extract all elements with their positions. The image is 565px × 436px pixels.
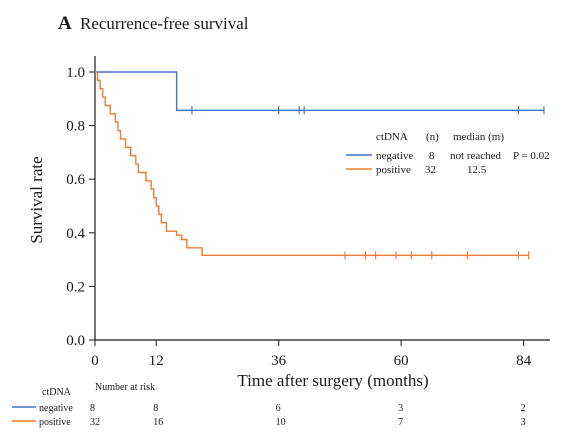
y-ticks: 0.0 0.2 0.4 0.6 0.8 1.0 [66,65,95,349]
risk-value: 8 [153,403,158,414]
legend-header-n: (n) [426,131,439,143]
x-tick-label: 12 [149,353,164,369]
survival-line-positive [95,71,529,257]
legend-median-positive: 12.5 [467,164,487,176]
risk-value: 2 [521,403,526,414]
legend-label-positive: positive [376,164,411,176]
panel-letter: A [58,13,72,34]
legend-header-median: median (m) [453,131,504,143]
risk-table-title: Number at risk [95,382,155,393]
risk-value: 6 [276,403,281,414]
legend-n-positive: 32 [425,164,436,176]
x-tick-label: 84 [516,353,532,369]
legend-header-group: ctDNA [376,131,408,143]
risk-value: 3 [398,403,403,414]
x-ticks: 0 12 36 60 84 [91,340,532,369]
y-tick-label: 1.0 [66,65,85,81]
x-tick-label: 36 [271,353,287,369]
y-tick-label: 0.0 [66,333,85,349]
p-value: P = 0.02 [513,150,550,162]
risk-value: 32 [90,417,100,428]
risk-label-negative: negative [39,403,73,414]
risk-value: 10 [276,417,286,428]
legend-n-negative: 8 [429,150,435,162]
risk-label-positive: positive [39,417,71,428]
legend-median-negative: not reached [450,150,501,162]
risk-group-header: ctDNA [42,387,72,398]
y-tick-label: 0.2 [66,279,85,295]
risk-row-negative: 8 8 6 3 2 [90,403,526,414]
risk-value: 3 [521,417,526,428]
y-tick-label: 0.8 [66,119,85,135]
y-tick-label: 0.6 [66,172,85,188]
risk-value: 8 [90,403,95,414]
legend: ctDNA (n) median (m) negative 8 not reac… [346,131,550,176]
chart-title: Recurrence-free survival [80,14,249,33]
y-tick-label: 0.4 [66,226,85,242]
risk-value: 16 [153,417,163,428]
risk-row-positive: 32 16 10 7 3 [90,417,526,428]
survival-line-negative [95,71,544,112]
risk-value: 7 [398,417,403,428]
survival-curves [95,71,545,260]
x-tick-label: 60 [394,353,409,369]
x-tick-label: 0 [91,353,99,369]
x-axis-title: Time after surgery (months) [237,371,428,390]
legend-label-negative: negative [376,150,413,162]
y-axis-title: Survival rate [27,156,46,243]
